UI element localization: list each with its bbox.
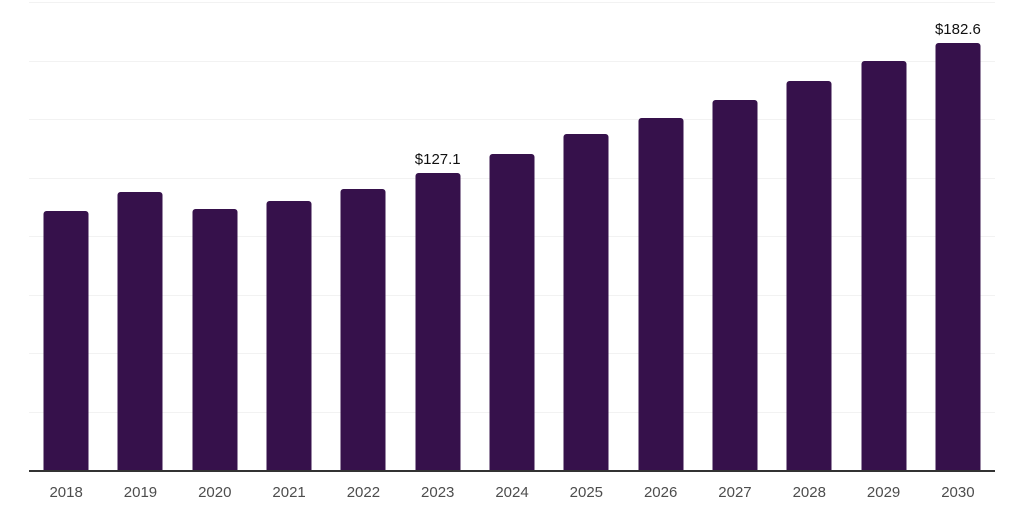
bar-slot-2019 [103,2,177,470]
x-tick-label-2018: 2018 [49,484,83,501]
bar-slot-2021 [252,2,326,470]
x-tick-label-2022: 2022 [346,484,381,501]
bar-2022[interactable] [340,188,386,470]
bar-slot-2030: $182.6 [921,2,995,470]
bar-slot-2027 [698,2,772,470]
bar-2026[interactable] [638,117,684,470]
bars-container: $127.1 $182.6 [29,2,995,470]
x-axis-labels: 2018 2019 2020 2021 2022 2023 2024 2025 2026 2027… [29,484,995,502]
gridline-150 [29,119,995,120]
gridline-200 [29,2,995,3]
x-tick-label-2019: 2019 [123,484,158,501]
x-tick-label-2024: 2024 [495,484,529,501]
bar-2024[interactable] [489,153,535,470]
bar-slot-2029 [846,2,920,470]
x-tick-label-2021: 2021 [272,484,306,501]
bar-slot-2022 [326,2,400,470]
bar-2023[interactable] [415,172,461,470]
bar-value-label-2023: $127.1 [414,150,461,168]
x-tick-label-2023: 2023 [421,484,455,501]
bar-slot-2026 [624,2,698,470]
x-tick-label-2020: 2020 [198,484,232,501]
x-tick-label-2029: 2029 [866,484,901,501]
x-tick-label-2030: 2030 [941,484,975,501]
bar-value-label-2030: $182.6 [934,20,981,38]
bar-2025[interactable] [563,134,609,470]
plot-area: $127.1 $182.6 [29,2,995,472]
bar-slot-2023: $127.1 [401,2,475,470]
bar-slot-2018 [29,2,103,470]
bar-2028[interactable] [786,81,832,470]
bar-slot-2024 [475,2,549,470]
bar-slot-2028 [772,2,846,470]
bar-slot-2020 [178,2,252,470]
gridline-175 [29,60,995,62]
bar-2030[interactable] [935,42,981,470]
bar-slot-2025 [549,2,623,470]
x-tick-label-2025: 2025 [569,484,604,501]
bar-2019[interactable] [117,191,163,470]
bar-2029[interactable] [861,60,907,470]
bar-2020[interactable] [192,209,238,470]
bar-2018[interactable] [43,210,89,470]
bar-2021[interactable] [266,201,312,470]
bar-2027[interactable] [712,99,758,470]
x-tick-label-2027: 2027 [718,484,752,501]
x-tick-label-2028: 2028 [792,484,826,501]
x-tick-label-2026: 2026 [643,484,678,501]
